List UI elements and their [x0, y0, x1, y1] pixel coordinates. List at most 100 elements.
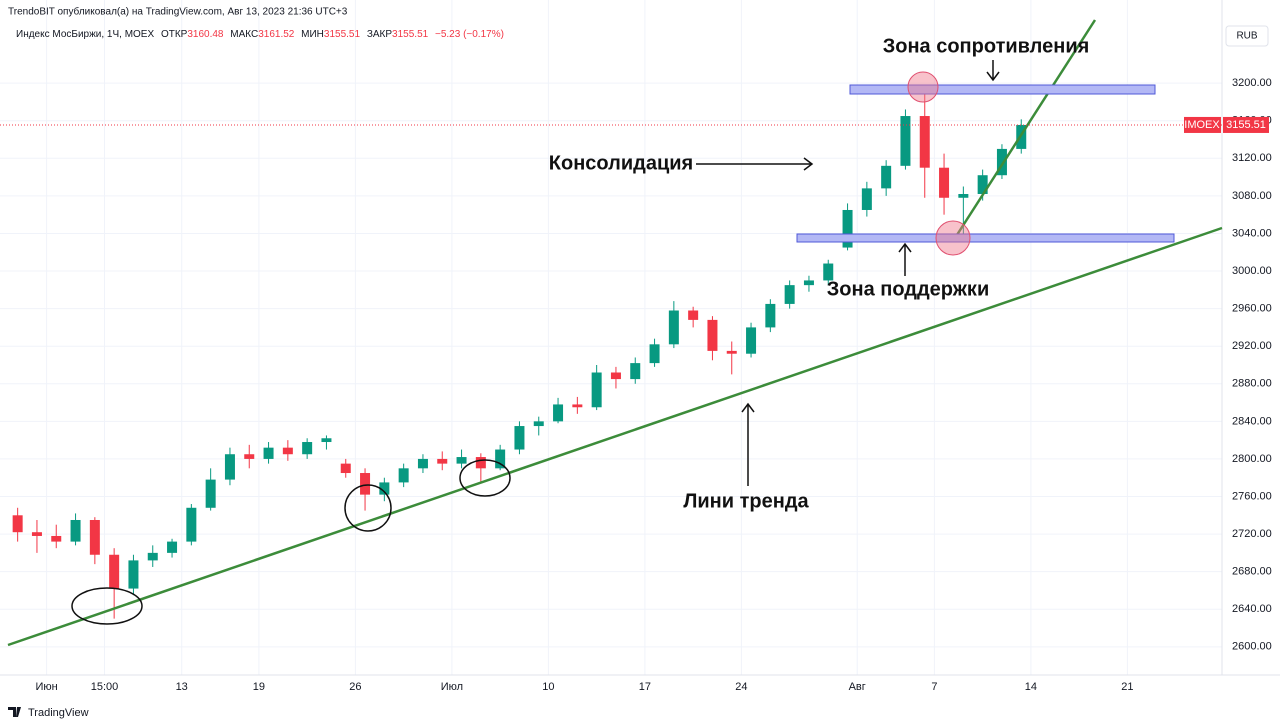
candle-body	[302, 442, 313, 455]
candle-body	[939, 167, 950, 198]
x-tick-label: 7	[931, 681, 937, 693]
candle-body	[610, 372, 621, 380]
highlight-circle	[907, 71, 939, 103]
ohlc-label: ЗАКР	[367, 29, 393, 40]
x-tick-label: 24	[735, 681, 747, 693]
candle-body	[746, 327, 757, 354]
candle-body	[996, 148, 1007, 176]
candle-body	[128, 560, 139, 589]
symbol-tag-label: IMOEX	[1184, 119, 1220, 131]
candle-body	[398, 468, 409, 483]
candle-body	[630, 363, 641, 380]
footer-text: TradingView	[28, 707, 89, 719]
y-tick-label: 3040.00	[1232, 227, 1272, 239]
candle-body	[263, 447, 274, 459]
arrow	[741, 402, 755, 486]
candle-body	[340, 463, 351, 474]
resistance-zone	[849, 84, 1156, 95]
candle-body	[842, 209, 853, 248]
candle-body	[167, 541, 178, 553]
candle-body	[224, 454, 235, 480]
x-tick-label: 26	[349, 681, 361, 693]
x-tick-label: Июн	[35, 681, 57, 693]
candle-body	[958, 194, 969, 198]
x-tick-label: Авг	[849, 681, 866, 693]
y-tick-label: 2880.00	[1232, 378, 1272, 390]
candle-body	[437, 458, 448, 464]
candle-body	[861, 188, 872, 210]
legend: Индекс МосБиржи, 1Ч, MOEX ОТКР3160.48 МА…	[16, 29, 504, 40]
x-tick-label: 15:00	[91, 681, 119, 693]
symbol-tag	[1184, 116, 1221, 133]
x-tick-label: 13	[176, 681, 188, 693]
candle-body	[379, 482, 390, 495]
touch-ellipse	[459, 459, 511, 497]
candle-body	[900, 116, 911, 166]
candle-body	[784, 285, 795, 304]
candle-body	[109, 554, 120, 589]
candle-body	[514, 426, 525, 450]
ohlc-label: ОТКР	[161, 29, 188, 40]
candle-body	[823, 263, 834, 281]
candle-body	[572, 404, 583, 408]
candle-body	[668, 310, 679, 345]
candle-body	[147, 552, 158, 561]
currency-button[interactable]	[1225, 25, 1269, 47]
ohlc-value: 3155.51	[324, 29, 361, 40]
trend-line	[7, 226, 1223, 647]
annotation: Зона поддержки	[827, 278, 990, 300]
y-tick-label: 3000.00	[1232, 265, 1272, 277]
author-line: TrendoBIT опубликовал(а) на TradingView.…	[8, 6, 348, 18]
footer-logo: TradingView	[8, 707, 89, 719]
candle-body	[321, 438, 332, 443]
arrow	[898, 242, 912, 276]
highlight-circle	[935, 220, 971, 256]
candle-body	[456, 457, 467, 464]
x-tick-label: 10	[542, 681, 554, 693]
support-zone	[796, 233, 1175, 243]
candle-body	[282, 447, 293, 455]
x-tick-label: 19	[253, 681, 265, 693]
candle-body	[765, 303, 776, 328]
arrow	[986, 60, 1000, 82]
candle-body	[707, 319, 718, 351]
candle-body	[688, 310, 699, 320]
annotation: Консолидация	[549, 152, 693, 174]
candle-body	[475, 457, 486, 469]
y-tick-label: 2960.00	[1232, 303, 1272, 315]
candle-body	[31, 532, 42, 536]
candle-body	[417, 458, 428, 469]
candle-body	[51, 535, 62, 542]
trend-line	[953, 19, 1097, 239]
price-tag	[1223, 116, 1269, 133]
x-tick-label: Июл	[441, 681, 463, 693]
ohlc-label: МАКС	[230, 29, 258, 40]
y-tick-label: 2920.00	[1232, 340, 1272, 352]
y-tick-label: 2840.00	[1232, 415, 1272, 427]
logo-icon	[8, 707, 21, 717]
candle-body	[553, 404, 564, 422]
y-tick-label: 3080.00	[1232, 190, 1272, 202]
y-tick-label: 2760.00	[1232, 490, 1272, 502]
ohlc-label: МИН	[301, 29, 324, 40]
currency[interactable]: RUB	[1236, 31, 1257, 42]
y-tick-label: 2720.00	[1232, 528, 1272, 540]
candle-body	[803, 280, 814, 286]
ohlc-value: 3160.48	[187, 29, 224, 40]
candle-body	[89, 519, 100, 555]
x-tick-label: 14	[1025, 681, 1037, 693]
candle-body	[726, 350, 737, 354]
candle-body	[70, 519, 81, 542]
arrow	[696, 157, 814, 171]
annotation: Лини тренда	[683, 490, 809, 512]
change: −5.23 (−0.17%)	[435, 29, 504, 40]
symbol-line: Индекс МосБиржи, 1Ч, MOEX	[16, 29, 154, 40]
candle-body	[360, 473, 371, 495]
candle-body	[649, 344, 660, 364]
candle-body	[881, 165, 892, 189]
touch-ellipse	[71, 587, 143, 625]
candle-body	[533, 421, 544, 427]
y-tick-label: 2600.00	[1232, 641, 1272, 653]
y-tick-label: 3120.00	[1232, 152, 1272, 164]
